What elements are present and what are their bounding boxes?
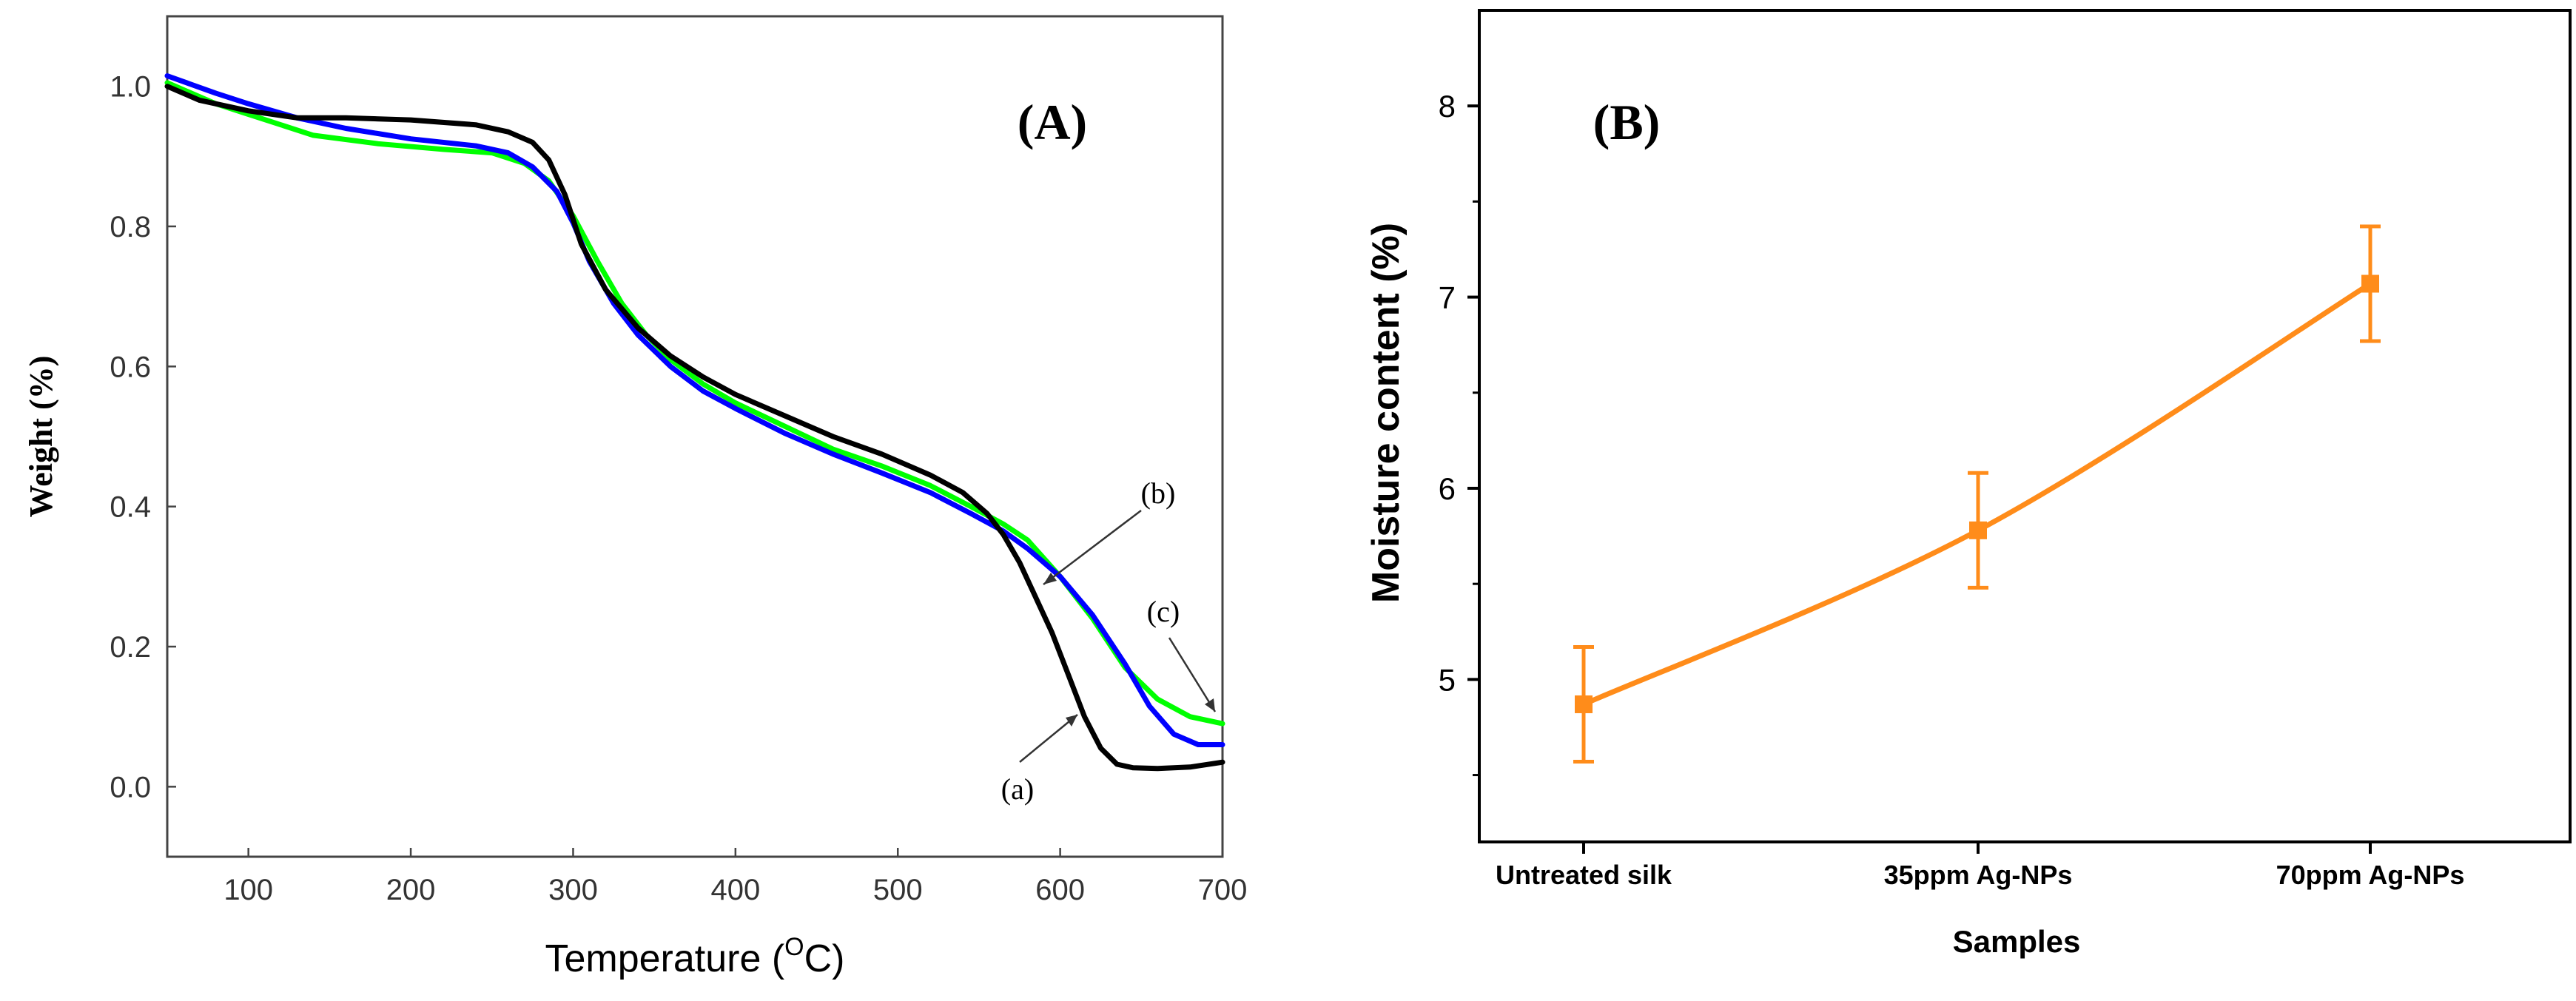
panel-a-series-line-b xyxy=(164,73,1225,747)
annotation-a-arrow-head xyxy=(1066,715,1077,727)
panel-a-y-axis-ticks: 0.0 0.2 0.4 0.6 0.8 1.0 xyxy=(110,71,176,803)
panel-b-y-axis-title: Moisture content (%) xyxy=(1365,223,1408,603)
panel-a-x-axis-title-superscript: O xyxy=(784,933,804,961)
panel-a-plot-frame xyxy=(166,15,1224,858)
panel-a-x-tick-label: 400 xyxy=(710,874,760,906)
panel-b-y-tick-label: 5 xyxy=(1439,662,1456,697)
panel-a-y-tick-label: 0.2 xyxy=(110,631,151,664)
panel-a-series-line-c xyxy=(164,80,1225,727)
panel-a-x-tick-label: 600 xyxy=(1035,874,1085,906)
annotation-b-arrow-line xyxy=(1043,510,1142,585)
panel-a-x-tick-label: 100 xyxy=(223,874,273,906)
panel-a-tga-chart: 100 200 300 400 500 600 700 0.0 0.2 0.4 0.6 0.8 1.0… xyxy=(23,15,1247,980)
panel-b-series-group xyxy=(1573,224,2381,764)
panel-a-series-group xyxy=(164,73,1225,772)
panel-a-y-axis-title: Weight (%) xyxy=(23,356,59,518)
panel-a-y-tick-label: 0.4 xyxy=(110,491,151,524)
panel-b-y-tick-label: 6 xyxy=(1439,471,1456,506)
panel-b-y-axis-ticks: 5 6 7 8 xyxy=(1439,89,1479,777)
panel-b-y-tick-label: 8 xyxy=(1439,89,1456,124)
panel-b-moisture-chart: 5 6 7 8 Untreated silk 35ppm Ag-NPs 70ppm Ag-… xyxy=(1365,9,2572,959)
panel-a-x-tick-label: 200 xyxy=(386,874,436,906)
panel-b-x-tick-label: Untreated silk xyxy=(1496,860,1672,890)
panel-a-x-axis-title: Temperature (OC) xyxy=(545,933,844,980)
annotation-b-arrow-head xyxy=(1043,573,1057,584)
panel-a-label: (A) xyxy=(1018,94,1087,150)
panel-b-data-point xyxy=(1969,521,1987,539)
panel-a-y-tick-label: 1.0 xyxy=(110,71,151,104)
annotation-c-label: (c) xyxy=(1147,595,1180,628)
panel-a-x-tick-label: 300 xyxy=(548,874,598,906)
panel-b-plot-frame xyxy=(1478,9,2572,843)
annotation-c-arrow-head xyxy=(1205,698,1215,712)
panel-a-x-axis-title-unit: C) xyxy=(804,937,845,980)
panel-a-x-axis-ticks: 100 200 300 400 500 600 700 xyxy=(223,848,1247,906)
panel-a-x-tick-label: 500 xyxy=(873,874,923,906)
panel-a-annotations: (b) (c) (a) xyxy=(1001,476,1217,806)
annotation-a-label: (a) xyxy=(1001,772,1034,806)
panel-a-y-tick-label: 0.0 xyxy=(110,771,151,803)
panel-a-x-tick-label: 700 xyxy=(1198,874,1248,906)
panel-b-data-point xyxy=(2361,274,2379,293)
panel-b-x-tick-label: 70ppm Ag-NPs xyxy=(2276,860,2465,890)
annotation-b-label: (b) xyxy=(1141,476,1176,510)
panel-a-x-axis-title-text: Temperature ( xyxy=(545,937,784,980)
panel-b-x-axis-ticks: Untreated silk 35ppm Ag-NPs 70ppm Ag-NPs xyxy=(1496,842,2464,890)
panel-a-series-line-a xyxy=(164,84,1225,772)
panel-a-y-tick-label: 0.8 xyxy=(110,211,151,243)
panel-b-y-tick-label: 7 xyxy=(1439,280,1456,315)
panel-b-x-axis-title: Samples xyxy=(1953,924,2081,959)
panel-b-data-point xyxy=(1575,695,1593,713)
panel-a-y-tick-label: 0.6 xyxy=(110,351,151,383)
annotation-a-arrow-line xyxy=(1019,714,1078,763)
annotation-c-arrow-line xyxy=(1168,637,1217,712)
panel-b-x-tick-label: 35ppm Ag-NPs xyxy=(1884,860,2073,890)
panel-b-label: (B) xyxy=(1593,94,1661,150)
